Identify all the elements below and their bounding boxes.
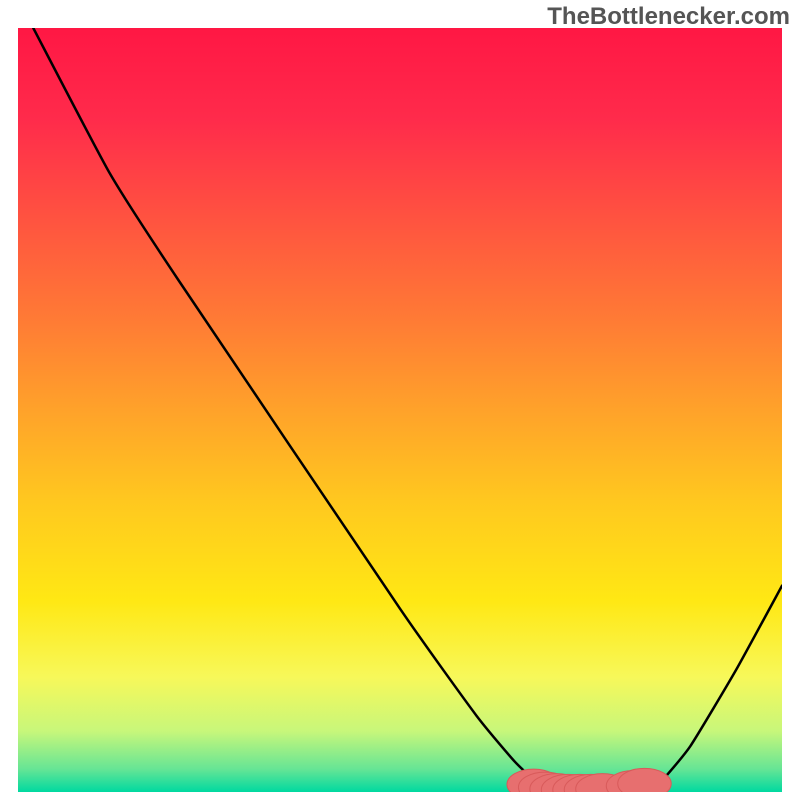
chart-svg [18, 28, 782, 792]
chart-background [18, 28, 782, 792]
attribution-text: TheBottlenecker.com [547, 3, 790, 31]
bottleneck-chart [18, 28, 782, 792]
